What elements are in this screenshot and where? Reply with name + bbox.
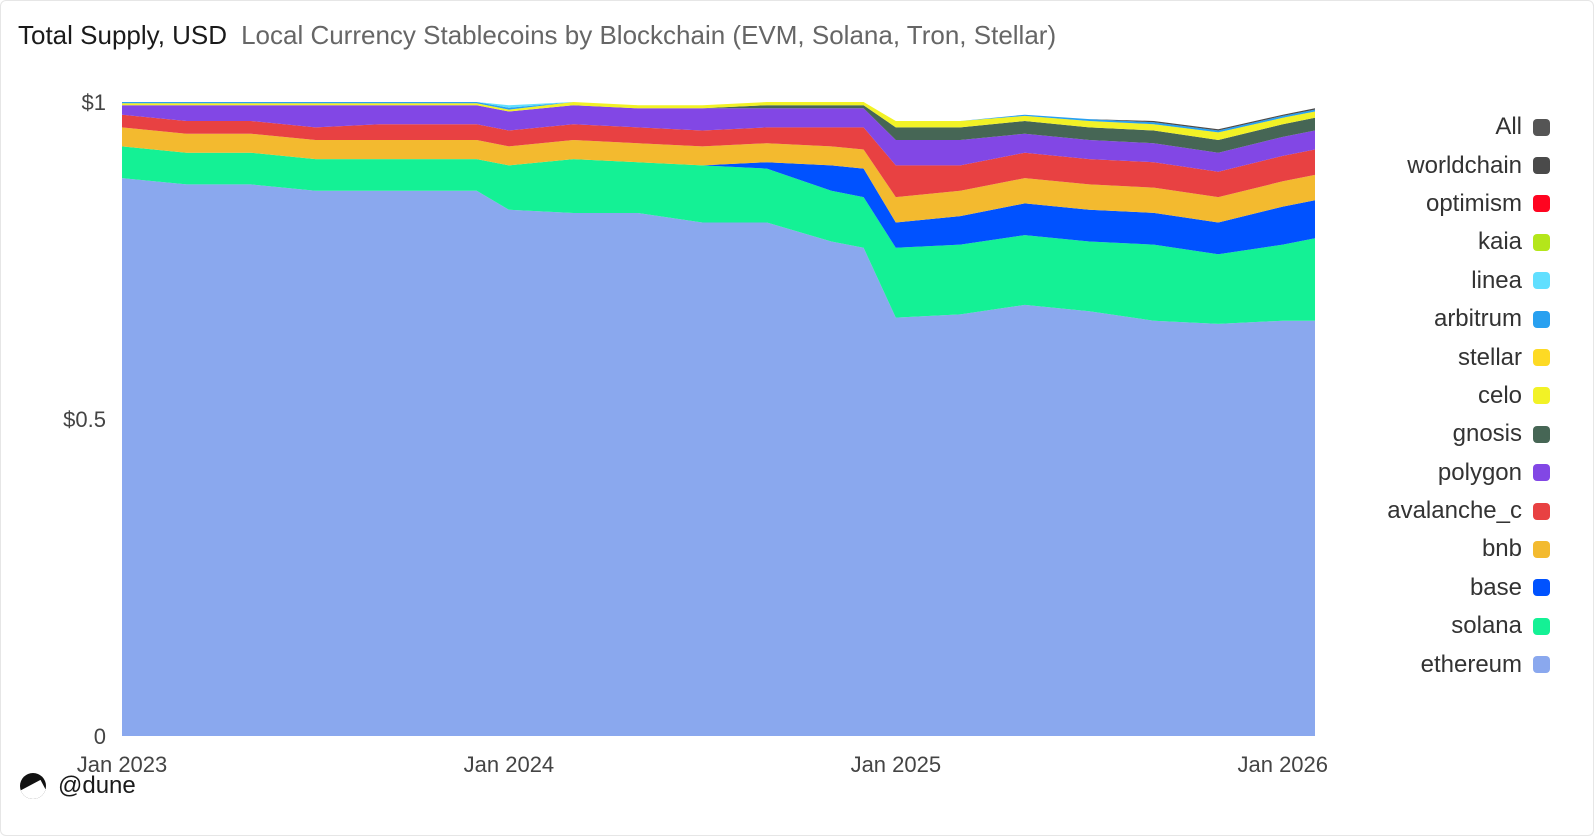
legend-swatch (1533, 310, 1550, 328)
area-bnb[interactable] (122, 127, 1315, 223)
legend-label: ethereum (1420, 650, 1522, 678)
legend-swatch (1533, 272, 1550, 290)
legend-label: stellar (1457, 343, 1522, 371)
area-polygon[interactable] (122, 105, 1315, 172)
legend-swatch (1533, 540, 1550, 558)
x-tick-label: Jan 2023 (77, 752, 168, 777)
dune-logo-icon (20, 773, 46, 799)
chart-subtitle: Local Currency Stablecoins by Blockchain… (241, 20, 1057, 50)
area-avalanche_c[interactable] (122, 114, 1315, 198)
chart-header: Total Supply, USD Local Currency Stableco… (18, 20, 1056, 51)
legend-label: worldchain (1407, 151, 1522, 179)
legend-item-celo[interactable]: celo (1478, 377, 1550, 415)
legend-label: base (1469, 573, 1522, 601)
area-gnosis[interactable] (122, 105, 1315, 153)
legend-label: gnosis (1452, 420, 1522, 448)
legend-item-gnosis[interactable]: gnosis (1453, 415, 1550, 453)
legend-swatch (1533, 195, 1550, 213)
x-axis: Jan 2023 Jan 2024 Jan 2025 Jan 2026 (77, 752, 1328, 777)
x-tick-label: Jan 2024 (464, 752, 555, 777)
area-ethereum[interactable] (122, 178, 1315, 737)
legend-item-solana[interactable]: solana (1451, 607, 1550, 645)
legend-swatch (1533, 233, 1550, 251)
legend-label: avalanche_c (1387, 497, 1522, 525)
legend-item-base[interactable]: base (1470, 569, 1550, 607)
legend-item-linea[interactable]: linea (1471, 262, 1550, 300)
legend-item-ethereum[interactable]: ethereum (1421, 645, 1550, 683)
x-tick-label: Jan 2026 (1237, 752, 1328, 777)
legend-label: polygon (1437, 458, 1522, 486)
legend-item-All[interactable]: All (1495, 108, 1550, 146)
legend-swatch (1533, 349, 1550, 367)
legend-swatch (1533, 157, 1550, 175)
legend-swatch (1533, 118, 1550, 136)
area-solana[interactable] (122, 146, 1315, 324)
area-celo[interactable] (122, 102, 1315, 140)
legend-swatch (1533, 656, 1550, 674)
legend-label: linea (1471, 266, 1522, 294)
chart-legend: All worldchain optimism kaia linea arbitrum st… (1387, 108, 1550, 684)
chart-title: Total Supply, USD (18, 20, 228, 50)
legend-swatch (1533, 425, 1550, 443)
legend-label: optimism (1425, 189, 1522, 217)
legend-label: kaia (1477, 228, 1522, 256)
legend-swatch (1533, 464, 1550, 482)
area-series-group (122, 102, 1315, 737)
legend-item-bnb[interactable]: bnb (1482, 530, 1550, 568)
legend-item-worldchain[interactable]: worldchain (1407, 146, 1550, 184)
legend-item-kaia[interactable]: kaia (1478, 223, 1550, 261)
y-tick-label: $1 (82, 90, 106, 115)
legend-item-avalanche_c[interactable]: avalanche_c (1387, 492, 1550, 530)
legend-swatch (1533, 387, 1550, 405)
legend-swatch (1533, 502, 1550, 520)
footer: @dune (20, 772, 136, 800)
legend-swatch (1533, 617, 1550, 635)
legend-label: solana (1451, 612, 1522, 640)
legend-item-polygon[interactable]: polygon (1438, 454, 1550, 492)
y-tick-label: $0.5 (63, 407, 106, 432)
area-base[interactable] (122, 146, 1315, 255)
dune-handle[interactable]: @dune (58, 772, 136, 799)
x-tick-label: Jan 2025 (851, 752, 942, 777)
area-arbitrum[interactable] (122, 102, 1315, 133)
legend-item-arbitrum[interactable]: arbitrum (1434, 300, 1550, 338)
legend-label: All (1495, 113, 1522, 141)
legend-item-stellar[interactable]: stellar (1458, 338, 1550, 376)
legend-label: bnb (1481, 535, 1522, 563)
legend-label: celo (1477, 381, 1522, 409)
y-axis: 0 $0.5 $1 (63, 90, 106, 749)
y-tick-label: 0 (94, 724, 106, 749)
legend-label: arbitrum (1433, 305, 1522, 333)
legend-item-optimism[interactable]: optimism (1426, 185, 1550, 223)
legend-swatch (1533, 579, 1550, 597)
